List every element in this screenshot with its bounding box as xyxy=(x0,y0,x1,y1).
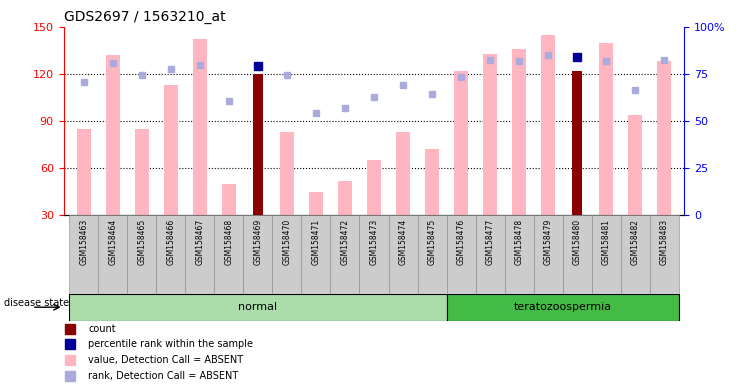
Text: GDS2697 / 1563210_at: GDS2697 / 1563210_at xyxy=(64,10,225,25)
FancyBboxPatch shape xyxy=(562,215,592,294)
Bar xyxy=(253,74,263,215)
FancyBboxPatch shape xyxy=(272,215,301,294)
Text: GSM158468: GSM158468 xyxy=(224,219,233,265)
Text: GSM158469: GSM158469 xyxy=(254,219,263,265)
FancyBboxPatch shape xyxy=(186,215,215,294)
FancyBboxPatch shape xyxy=(156,215,186,294)
Bar xyxy=(599,43,613,215)
Bar xyxy=(572,71,582,215)
Bar xyxy=(657,61,672,215)
Bar xyxy=(396,132,410,215)
FancyBboxPatch shape xyxy=(127,215,156,294)
Text: GSM158475: GSM158475 xyxy=(428,219,437,265)
Text: teratozoospermia: teratozoospermia xyxy=(514,302,612,312)
Text: GSM158472: GSM158472 xyxy=(340,219,349,265)
Text: GSM158465: GSM158465 xyxy=(138,219,147,265)
Text: count: count xyxy=(88,324,116,334)
FancyBboxPatch shape xyxy=(621,215,649,294)
Text: GSM158471: GSM158471 xyxy=(311,219,320,265)
Text: GSM158474: GSM158474 xyxy=(399,219,408,265)
Bar xyxy=(164,85,178,215)
Bar xyxy=(512,49,527,215)
Text: GSM158483: GSM158483 xyxy=(660,219,669,265)
Bar xyxy=(541,35,555,215)
FancyBboxPatch shape xyxy=(243,215,272,294)
FancyBboxPatch shape xyxy=(447,215,476,294)
FancyBboxPatch shape xyxy=(99,215,127,294)
FancyBboxPatch shape xyxy=(505,215,533,294)
Text: normal: normal xyxy=(239,302,278,312)
FancyBboxPatch shape xyxy=(331,215,360,294)
Text: disease state: disease state xyxy=(4,298,69,308)
FancyBboxPatch shape xyxy=(417,215,447,294)
Text: GSM158463: GSM158463 xyxy=(79,219,88,265)
Bar xyxy=(628,115,643,215)
FancyBboxPatch shape xyxy=(649,215,678,294)
FancyBboxPatch shape xyxy=(447,294,678,321)
Text: GSM158480: GSM158480 xyxy=(572,219,582,265)
Bar xyxy=(367,160,381,215)
FancyBboxPatch shape xyxy=(70,215,99,294)
FancyBboxPatch shape xyxy=(388,215,417,294)
Bar xyxy=(425,149,439,215)
Bar xyxy=(338,180,352,215)
FancyBboxPatch shape xyxy=(476,215,505,294)
Text: value, Detection Call = ABSENT: value, Detection Call = ABSENT xyxy=(88,355,244,365)
Text: rank, Detection Call = ABSENT: rank, Detection Call = ABSENT xyxy=(88,371,239,381)
Text: GSM158477: GSM158477 xyxy=(485,219,494,265)
FancyBboxPatch shape xyxy=(215,215,243,294)
Text: GSM158481: GSM158481 xyxy=(601,219,610,265)
Bar xyxy=(482,53,497,215)
FancyBboxPatch shape xyxy=(533,215,562,294)
Bar xyxy=(76,129,91,215)
Text: GSM158467: GSM158467 xyxy=(195,219,204,265)
Text: GSM158479: GSM158479 xyxy=(544,219,553,265)
Bar xyxy=(105,55,120,215)
Bar xyxy=(309,192,323,215)
Text: GSM158482: GSM158482 xyxy=(631,219,640,265)
Text: GSM158478: GSM158478 xyxy=(515,219,524,265)
Bar xyxy=(193,40,207,215)
Bar xyxy=(221,184,236,215)
Bar xyxy=(454,71,468,215)
Bar xyxy=(280,132,294,215)
FancyBboxPatch shape xyxy=(70,294,447,321)
Bar xyxy=(135,129,149,215)
FancyBboxPatch shape xyxy=(592,215,621,294)
FancyBboxPatch shape xyxy=(301,215,331,294)
Text: GSM158473: GSM158473 xyxy=(370,219,378,265)
Text: GSM158470: GSM158470 xyxy=(283,219,292,265)
Text: GSM158476: GSM158476 xyxy=(456,219,465,265)
Text: percentile rank within the sample: percentile rank within the sample xyxy=(88,339,254,349)
Text: GSM158466: GSM158466 xyxy=(166,219,176,265)
Text: GSM158464: GSM158464 xyxy=(108,219,117,265)
FancyBboxPatch shape xyxy=(360,215,388,294)
